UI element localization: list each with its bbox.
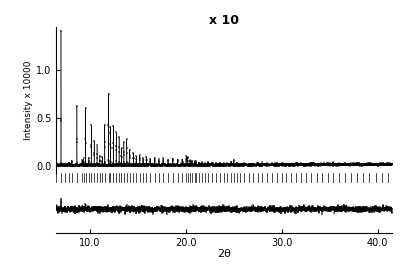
Y-axis label: Intensity x 10000: Intensity x 10000 xyxy=(24,60,33,140)
Title: x 10: x 10 xyxy=(209,14,239,27)
X-axis label: 2θ: 2θ xyxy=(217,250,231,259)
